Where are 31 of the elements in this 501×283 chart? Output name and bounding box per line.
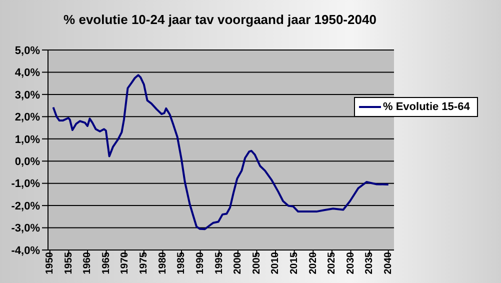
x-tick-label: 1995 [214, 252, 225, 274]
y-tick-label: -1,0% [11, 178, 40, 190]
x-tick-label: 2020 [308, 252, 319, 274]
y-tick-label: -4,0% [11, 244, 40, 257]
x-tick-label: 2015 [288, 252, 300, 274]
x-tick-label: 2000 [232, 252, 244, 274]
x-tick-label: 2010 [270, 252, 282, 274]
x-tick-label: 1985 [176, 252, 188, 274]
y-tick-label: 1,0% [14, 134, 40, 146]
x-tick-label: 1960 [82, 252, 94, 274]
y-tick-label: -3,0% [11, 222, 40, 235]
x-tick-label: 1965 [100, 252, 112, 274]
x-tick-label: 2005 [251, 252, 262, 274]
x-tick-label: 1990 [194, 252, 206, 274]
legend-label: % Evolutie 15-64 [383, 101, 470, 113]
x-tick-label: 1970 [120, 252, 131, 274]
chart-title: % evolutie 10-24 jaar tav voorgaand jaar 1950-2040 [62, 12, 378, 27]
x-tick-label: 2025 [326, 252, 338, 274]
x-tick-label: 1950 [44, 252, 56, 274]
y-tick-label: -2,0% [11, 200, 40, 212]
y-tick-label: 3,0% [14, 89, 40, 102]
y-tick-label: 2,0% [14, 112, 40, 124]
x-tick-label: 1955 [63, 252, 74, 274]
x-tick-label: 1975 [138, 252, 150, 274]
x-tick-label: 2035 [364, 252, 376, 274]
x-tick-label: 1980 [157, 252, 168, 274]
y-tick-label: 4,0% [14, 67, 40, 80]
x-tick-label: 2030 [345, 252, 356, 274]
x-tick-label: 2040 [383, 252, 394, 274]
y-tick-label: 5,0% [14, 44, 40, 57]
y-tick-label: 0,0% [14, 156, 40, 168]
